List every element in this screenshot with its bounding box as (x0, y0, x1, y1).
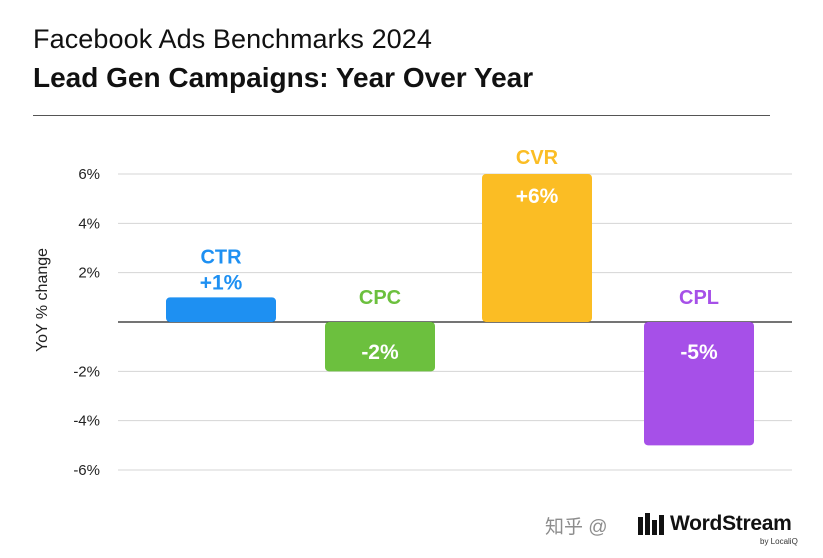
y-tick-label: -2% (73, 363, 100, 380)
y-tick-label: 6% (78, 166, 100, 183)
y-tick-label: 2% (78, 265, 100, 282)
chart-subtitle: Facebook Ads Benchmarks 2024 (33, 24, 433, 54)
bar-ctr (166, 297, 276, 322)
bar-cpl (644, 322, 754, 446)
data-label: +1% (200, 271, 243, 294)
category-label: CTR (200, 246, 242, 268)
data-label: -2% (361, 341, 399, 364)
watermark-text: 知乎 @ (545, 517, 608, 538)
y-tick-label: -4% (73, 413, 100, 430)
data-label: -5% (680, 341, 718, 364)
brand-block: WordStream by LocaliQ (636, 510, 811, 550)
category-label: CPC (359, 287, 401, 309)
data-label: +6% (516, 185, 559, 208)
bar-cvr (482, 174, 592, 322)
chart-title: Lead Gen Campaigns: Year Over Year (33, 62, 534, 93)
brand-byline: by LocaliQ (760, 537, 798, 546)
bar-cpc (325, 322, 435, 372)
category-label: CPL (679, 287, 719, 309)
y-tick-label: -6% (73, 462, 100, 479)
title-divider (33, 115, 770, 116)
category-label: CVR (516, 147, 559, 169)
wordstream-logo-icon (638, 513, 664, 535)
y-axis-label: YoY % change (34, 248, 51, 352)
y-tick-label: 4% (78, 215, 100, 232)
brand-name: WordStream (670, 512, 792, 535)
